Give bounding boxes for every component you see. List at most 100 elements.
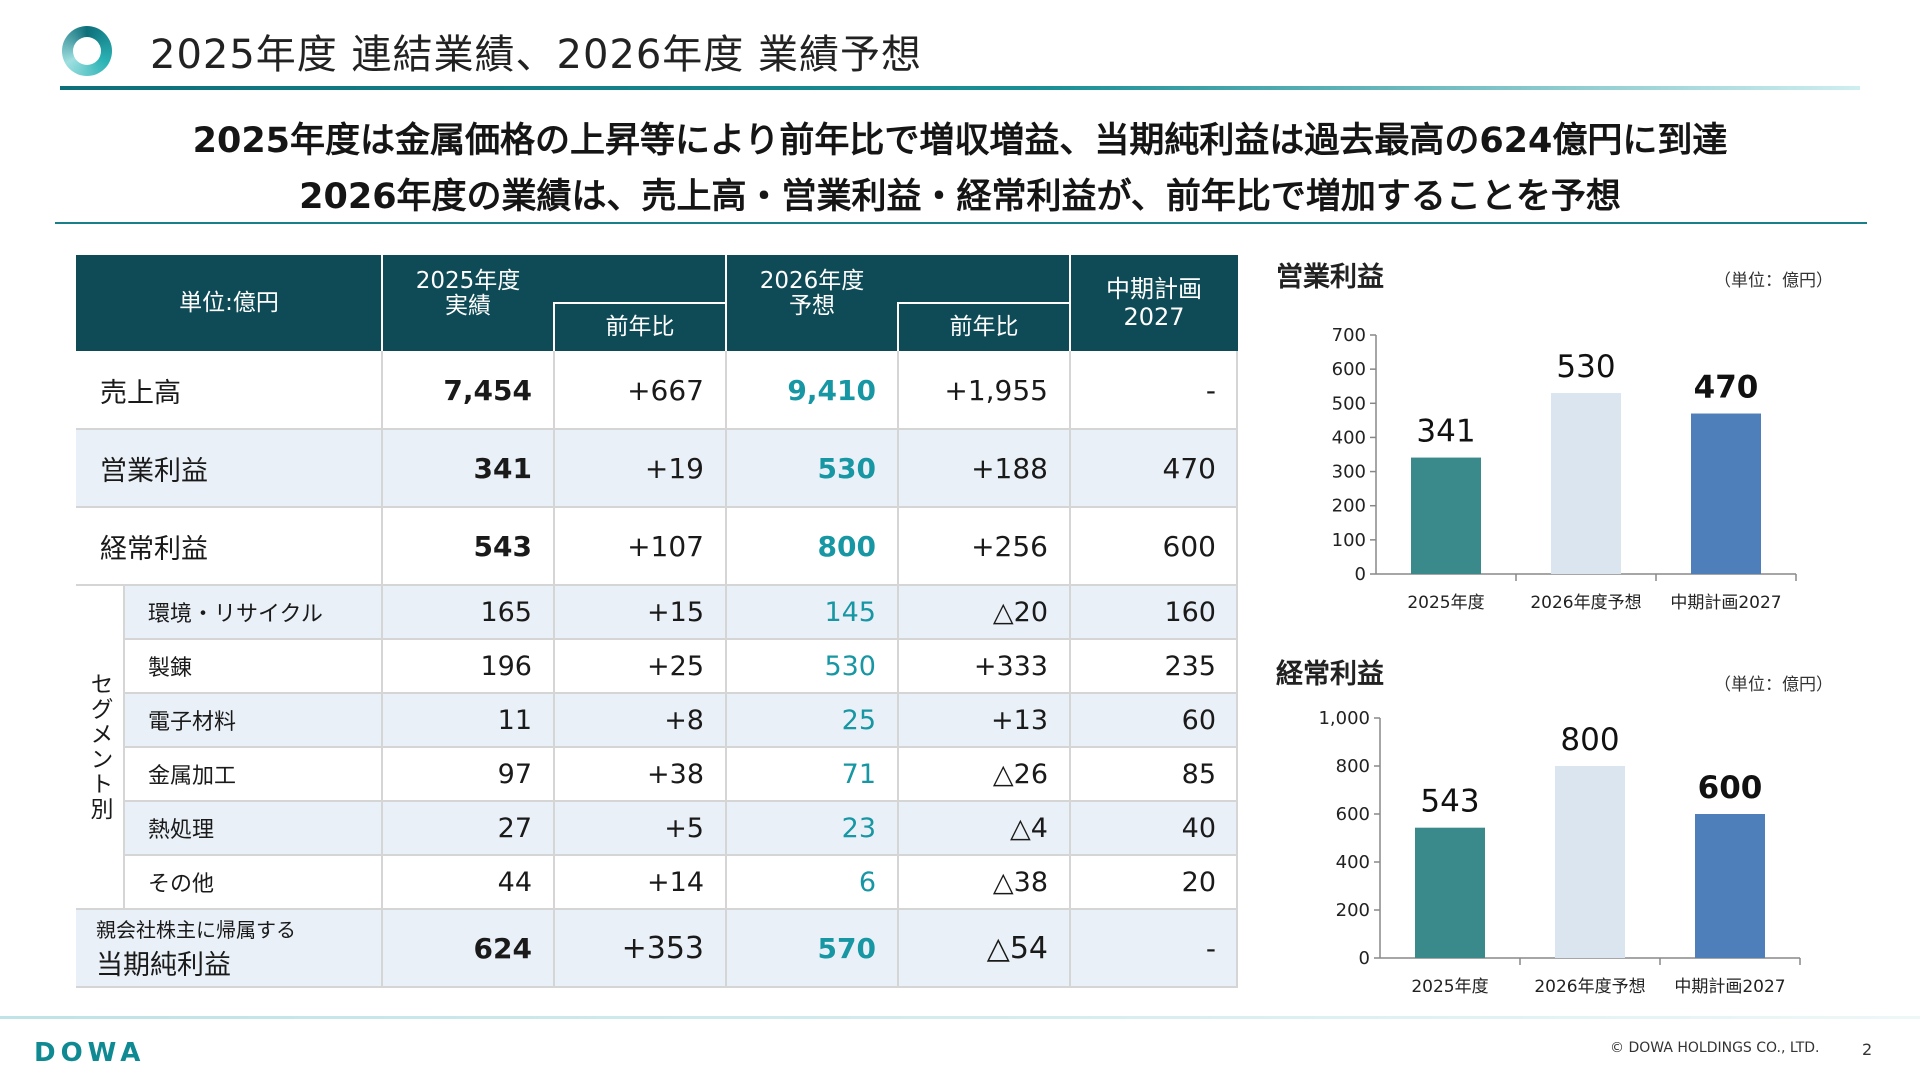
- value-fy2026: 800: [817, 529, 876, 563]
- value-plan: 20: [1181, 866, 1216, 898]
- value-yoy-2: +188: [971, 451, 1048, 485]
- value-yoy-1: +5: [664, 812, 704, 844]
- x-tick-label: 2026年度予想: [1534, 977, 1645, 997]
- value-yoy-1: +15: [647, 596, 704, 628]
- row-label: 親会社株主に帰属する 当期純利益: [76, 909, 382, 987]
- table-row-segment: 電子材料 11 +8 25 +13 60: [76, 693, 1238, 747]
- value-fy2025: 165: [480, 596, 532, 628]
- brand-logo: DOWA: [34, 1038, 146, 1068]
- row-label: 製錬: [148, 656, 193, 681]
- chart-title-ordinary-income: 経常利益: [1276, 659, 1384, 690]
- value-fy2025: 196: [480, 650, 532, 682]
- table-row-segment: 熱処理 27 +5 23 △4 40: [76, 801, 1238, 855]
- row-label: その他: [148, 872, 215, 897]
- row-label-small: 親会社株主に帰属する: [96, 918, 296, 942]
- table-row-segment: 金属加工 97 +38 71 △26 85: [76, 747, 1238, 801]
- value-fy2025: 44: [497, 866, 532, 898]
- value-fy2025: 27: [497, 812, 532, 844]
- chart-operating-income: 0 100 200 300 400 500 600 700 341 2025年度 530 2026年度…: [1332, 325, 1797, 613]
- header-fy2026: 2026年度 予想: [759, 268, 865, 319]
- table-row-segment: その他 44 +14 6 △38 20: [76, 855, 1238, 909]
- table-row-net-income: 親会社株主に帰属する 当期純利益 624 +353 570 △54 -: [76, 909, 1238, 987]
- y-tick-label: 800: [1336, 756, 1370, 777]
- table-header: 単位:億円 2025年度 実績 前年比 2026年度 予想 前年比 中期計画 2…: [76, 255, 1238, 351]
- value-yoy-1: +14: [647, 866, 704, 898]
- bar: [1695, 814, 1765, 958]
- row-label: 電子材料: [148, 710, 237, 735]
- value-plan: -: [1205, 373, 1216, 407]
- chart-unit-note: （単位：億円）: [1714, 675, 1833, 695]
- x-tick-label: 2025年度: [1411, 977, 1488, 997]
- y-tick-label: 100: [1332, 530, 1366, 551]
- value-yoy-1: +8: [664, 704, 704, 736]
- table-row-segment: 環境・リサイクル 165 +15 145 △20 160: [76, 585, 1238, 639]
- segment-group-label: セグメント別: [76, 585, 122, 909]
- y-tick-label: 500: [1332, 393, 1366, 414]
- x-tick-label: 中期計画2027: [1674, 977, 1785, 997]
- header-yoy-2: 前年比: [949, 313, 1019, 340]
- header-plan-2027: 中期計画 2027: [1106, 275, 1202, 331]
- y-tick-label: 400: [1336, 852, 1370, 873]
- value-yoy-1: +667: [627, 373, 704, 407]
- value-plan: 40: [1181, 812, 1216, 844]
- value-yoy-2: +1,955: [944, 373, 1048, 407]
- company-logo-icon: [62, 26, 112, 76]
- row-label: 環境・リサイクル: [148, 602, 323, 627]
- value-fy2025: 11: [497, 704, 532, 736]
- bar-value-label: 543: [1420, 784, 1479, 820]
- y-tick-label: 1,000: [1318, 708, 1370, 729]
- value-plan: 470: [1162, 451, 1216, 485]
- chart-ordinary-income: 0 200 400 600 800 1,000 543 2025年度 800 2026年度予想 60…: [1318, 708, 1801, 997]
- value-plan: 235: [1164, 650, 1216, 682]
- value-yoy-1: +25: [647, 650, 704, 682]
- x-tick-label: 2025年度: [1407, 593, 1484, 613]
- page-number: 2: [1862, 1040, 1873, 1059]
- table-row-ordinary-income: 経常利益 543 +107 800 +256 600: [76, 507, 1238, 585]
- header-unit: 単位:億円: [179, 289, 279, 316]
- value-fy2025: 543: [473, 529, 532, 563]
- value-fy2025: 97: [497, 758, 532, 790]
- bar-value-label: 470: [1694, 370, 1759, 406]
- bar: [1551, 393, 1621, 574]
- y-tick-label: 0: [1355, 564, 1366, 585]
- value-plan: 600: [1162, 529, 1216, 563]
- value-yoy-2: +13: [991, 704, 1048, 736]
- value-fy2025: 7,454: [443, 373, 532, 407]
- bar: [1555, 766, 1625, 958]
- y-tick-label: 400: [1332, 427, 1366, 448]
- copyright: © DOWA HOLDINGS CO., LTD.: [1610, 1040, 1820, 1056]
- chart-unit-note: （単位：億円）: [1714, 271, 1833, 291]
- y-tick-label: 200: [1332, 496, 1366, 517]
- value-plan: 60: [1181, 704, 1216, 736]
- value-yoy-1: +38: [647, 758, 704, 790]
- value-fy2026: 570: [817, 931, 876, 965]
- value-fy2026: 530: [817, 451, 876, 485]
- header-yoy-1: 前年比: [605, 313, 675, 340]
- y-tick-label: 600: [1332, 359, 1366, 380]
- row-label: 営業利益: [100, 455, 208, 487]
- value-plan: -: [1205, 931, 1216, 965]
- page-title: 2025年度 連結業績、2026年度 業績予想: [150, 32, 923, 78]
- value-yoy-2: △54: [986, 930, 1048, 966]
- value-yoy-1: +19: [644, 451, 704, 485]
- bar: [1415, 827, 1485, 958]
- headline-1: 2025年度は金属価格の上昇等により前年比で増収増益、当期純利益は過去最高の62…: [192, 121, 1728, 161]
- value-fy2026: 9,410: [787, 373, 876, 407]
- row-label-main: 当期純利益: [96, 950, 231, 981]
- value-yoy-2: △20: [992, 596, 1048, 628]
- value-yoy-2: +256: [971, 529, 1048, 563]
- value-yoy-2: △38: [992, 866, 1048, 898]
- value-fy2026: 530: [824, 650, 876, 682]
- value-plan: 160: [1164, 596, 1216, 628]
- table-row-operating-income: 営業利益 341 +19 530 +188 470: [76, 429, 1238, 507]
- value-fy2025: 624: [473, 931, 532, 965]
- row-label: 経常利益: [100, 533, 208, 565]
- value-fy2026: 145: [824, 596, 876, 628]
- bar-value-label: 341: [1416, 414, 1475, 450]
- bar: [1691, 413, 1761, 574]
- value-yoy-1: +107: [627, 529, 704, 563]
- table-row-segment: 製錬 196 +25 530 +333 235: [76, 639, 1238, 693]
- value-yoy-1: +353: [621, 930, 704, 966]
- table-row-sales: 売上高 7,454 +667 9,410 +1,955 -: [76, 351, 1238, 429]
- x-tick-label: 中期計画2027: [1670, 593, 1781, 613]
